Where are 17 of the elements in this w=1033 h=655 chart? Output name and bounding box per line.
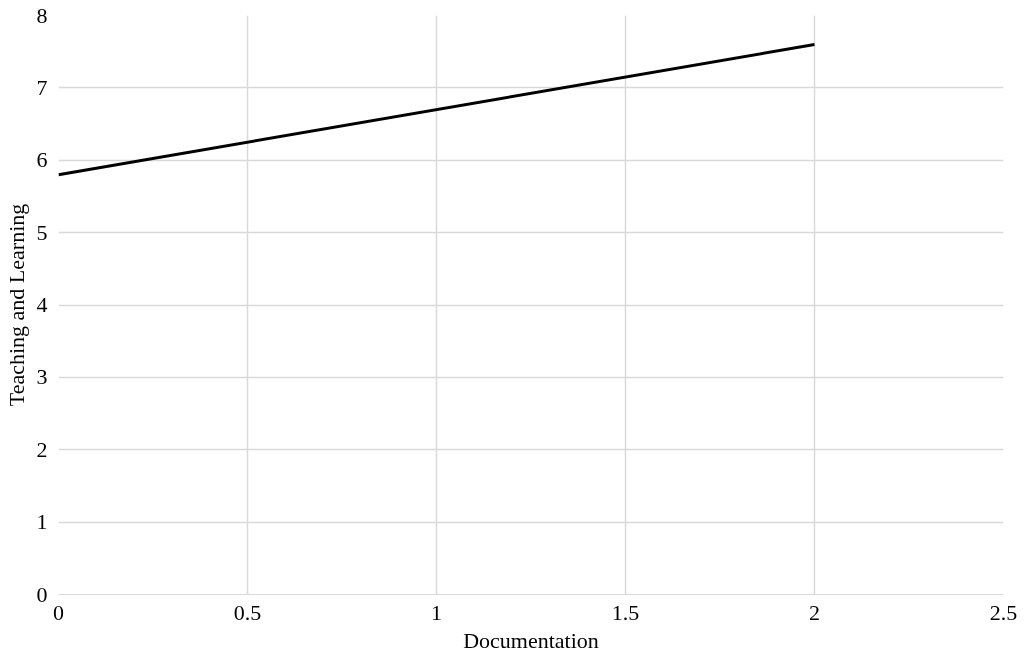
x-tick-label: 1.5 (611, 599, 640, 625)
x-tick-label: 2 (809, 599, 820, 625)
x-axis-title: Documentation (463, 627, 599, 653)
x-tick-label: 0 (53, 599, 64, 625)
y-tick-label: 6 (36, 147, 48, 173)
x-tick-label: 2.5 (989, 599, 1018, 625)
y-tick-label: 0 (36, 581, 48, 607)
y-axis-title: Teaching and Learning (3, 203, 29, 407)
y-tick-label: 1 (36, 509, 48, 535)
y-tick-label: 3 (36, 364, 48, 390)
y-tick-label: 5 (36, 219, 48, 245)
x-tick-label: 0.5 (233, 599, 262, 625)
x-tick-label: 1 (431, 599, 442, 625)
y-tick-label: 7 (36, 74, 48, 100)
y-tick-label: 2 (36, 436, 48, 462)
y-tick-label: 4 (36, 292, 48, 317)
y-tick-label: 8 (36, 2, 48, 28)
